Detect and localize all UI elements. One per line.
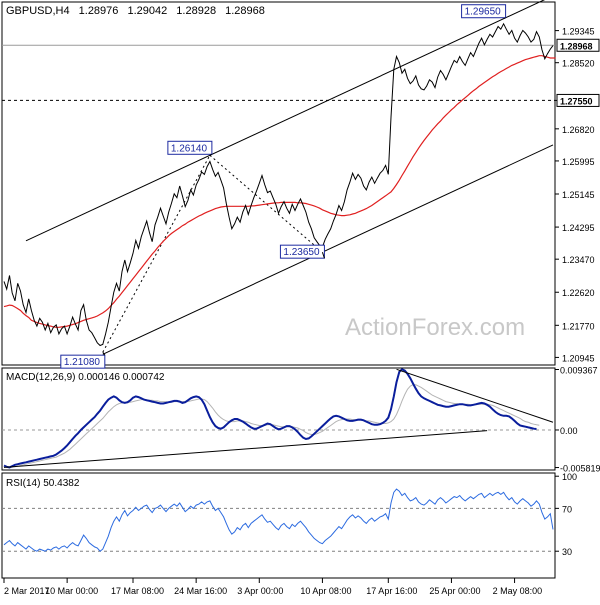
x-tick-label: 17 Mar 08:00 [111, 586, 164, 596]
pivot-label: 1.21080 [64, 357, 101, 368]
price-tick-label: 1.21770 [562, 321, 595, 331]
support-level-label: 1.27550 [560, 96, 593, 106]
price-tick-label: 1.28520 [562, 59, 595, 69]
price-tick-label: 1.26820 [562, 125, 595, 135]
macd-tick-label: -0.005819 [560, 464, 600, 474]
pivot-label-box [279, 244, 325, 259]
pivot-label-box [461, 4, 507, 19]
macd-resistance-trendline [396, 368, 554, 423]
low-value: 1.28928 [176, 5, 216, 17]
macd-title: MACD(12,26,9) 0.000146 0.000742 [6, 372, 165, 383]
x-tick-label: 10 Apr 08:00 [300, 586, 351, 596]
rsi-tick-label: 100 [562, 472, 577, 482]
rsi-layer: 100 70 30 [2, 472, 577, 557]
pivot-label: 1.23650 [283, 247, 320, 258]
x-tick-label: 10 Mar 00:00 [45, 586, 98, 596]
macd-support-trendline [3, 430, 488, 468]
pivot-label-pointer [209, 153, 213, 156]
x-tick-label: 2 May 08:00 [493, 586, 543, 596]
price-tick-label: 1.22620 [562, 288, 595, 298]
macd-tick-label: 0.009367 [560, 366, 598, 376]
pivot-label-box [60, 354, 106, 369]
price-layer: 1.29345 1.28520 1.27550 1.26820 1.25995 1.251… [2, 0, 600, 369]
support-level-label-box [556, 93, 600, 107]
pivot-label: 1.26140 [171, 143, 208, 154]
open-value: 1.28976 [79, 5, 119, 17]
macd-line [3, 368, 537, 469]
price-tick-label: 1.24295 [562, 223, 595, 233]
pivot-label-box [167, 140, 213, 155]
pivot-label-pointer [321, 252, 325, 259]
macd-tick-label: 0.00 [560, 426, 578, 436]
price-tick-label: 1.25995 [562, 157, 595, 167]
macd-layer: 0.009367 0.00 -0.005819 [2, 366, 600, 474]
x-tick-label: 17 Apr 16:00 [366, 586, 417, 596]
x-tick-label: 25 Apr 00:00 [429, 586, 480, 596]
rsi-line [3, 488, 554, 552]
moving-average-line [3, 55, 556, 328]
pivot-label-pointer [102, 351, 106, 356]
chart-header: GBPUSD,H4 1.28976 1.29042 1.28928 1.2896… [6, 5, 265, 17]
rsi-tick-label: 70 [562, 504, 572, 514]
price-tick-label: 1.25145 [562, 190, 595, 200]
watermark: ActionForex.com [345, 314, 525, 341]
close-value: 1.28968 [225, 5, 265, 17]
price-tick-label: 1.29345 [562, 27, 595, 37]
pivot-connector-line [102, 155, 211, 353]
current-price-label-box [556, 38, 600, 52]
macd-panel [1, 367, 556, 471]
pivot-label-pointer [503, 17, 506, 20]
price-tick-label: 1.20945 [562, 353, 595, 363]
rsi-title: RSI(14) 50.4382 [6, 478, 80, 489]
symbol-label: GBPUSD,H4 [6, 5, 70, 17]
current-price-label: 1.28968 [560, 41, 593, 51]
upper-channel-line [25, 0, 546, 242]
lower-channel-line [102, 144, 554, 355]
rsi-panel [1, 472, 556, 579]
price-line [3, 22, 554, 347]
x-tick-label: 3 Apr 00:00 [237, 586, 283, 596]
pivot-label: 1.29650 [465, 7, 502, 18]
price-panel [1, 1, 556, 366]
x-tick-label: 2 Mar 2017 [4, 586, 50, 596]
x-tick-label: 24 Mar 16:00 [174, 586, 227, 596]
price-tick-label: 1.23470 [562, 255, 595, 265]
high-value: 1.29042 [127, 5, 167, 17]
rsi-tick-label: 30 [562, 547, 572, 557]
